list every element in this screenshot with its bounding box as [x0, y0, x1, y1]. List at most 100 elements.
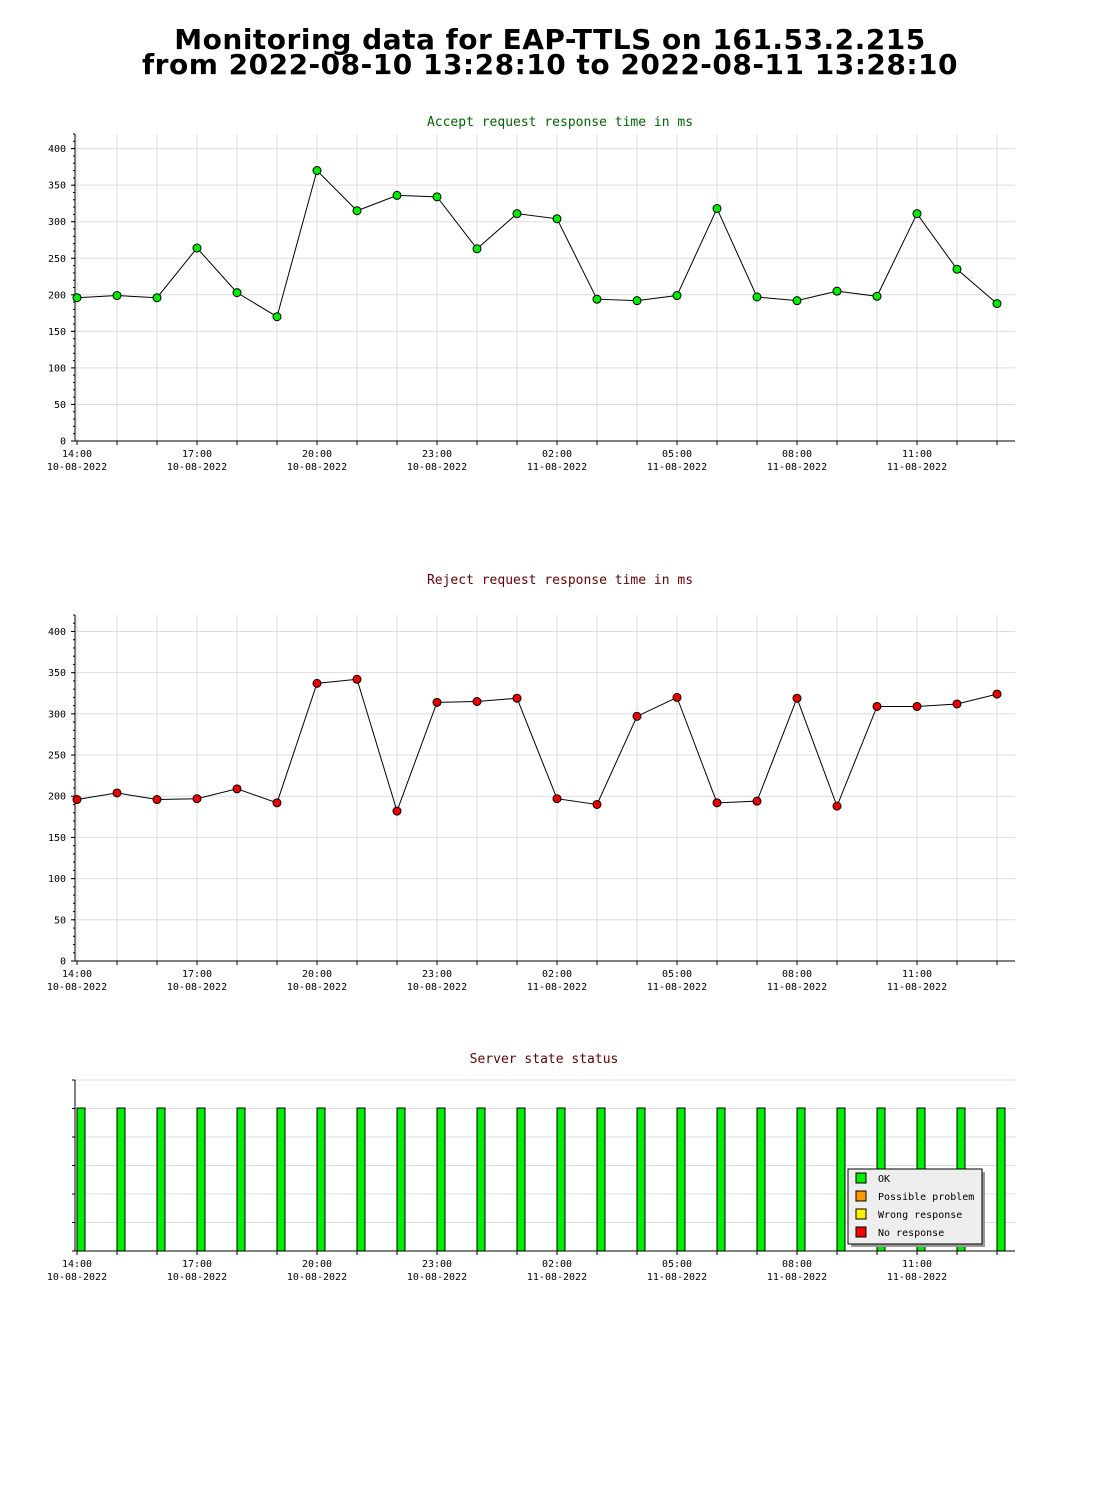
chart-1-data-point — [512, 209, 522, 219]
chart-2-data-point — [72, 795, 82, 805]
chart-2-y-tick-label: 100 — [48, 874, 66, 885]
chart-2-data-point — [712, 798, 722, 808]
chart-2-data-point — [152, 795, 162, 805]
chart-1-data-point — [992, 299, 1002, 309]
chart-3-status-bar — [836, 1107, 846, 1252]
chart-3-tick-time-label: 23:00 — [422, 1259, 452, 1270]
chart-1-tick-time-label: 11:00 — [902, 449, 932, 460]
chart-1-data-point — [392, 190, 402, 200]
chart-3-status-bar — [756, 1107, 766, 1252]
chart-1-data-point — [632, 296, 642, 306]
chart-2-y-tick-label: 200 — [48, 792, 66, 803]
chart-1-data-point — [352, 206, 362, 216]
chart-2-y-tick-label: 350 — [48, 668, 66, 679]
chart-2-y-tick-label: 400 — [48, 627, 66, 638]
chart-2-tick-time-label: 05:00 — [662, 969, 692, 980]
chart-3-legend-label: Wrong response — [878, 1210, 962, 1221]
chart-2-tick-time-label: 14:00 — [62, 969, 92, 980]
chart-1-tick-date-label: 10-08-2022 — [407, 462, 467, 473]
chart-2-data-point — [232, 784, 242, 794]
chart-3-status-bar — [476, 1107, 486, 1252]
chart-2-tick-date-label: 11-08-2022 — [887, 982, 947, 993]
chart-1-y-tick-label: 300 — [48, 217, 66, 228]
chart-2-data-point — [592, 799, 602, 809]
chart-1-y-tick-label: 350 — [48, 181, 66, 192]
chart-2-data-point — [432, 697, 442, 707]
chart-1-title: Accept request response time in ms — [427, 115, 693, 130]
chart-1-tick-time-label: 02:00 — [542, 449, 572, 460]
page-title-line-2: from 2022-08-10 13:28:10 to 2022-08-11 1… — [141, 48, 959, 81]
chart-1-y-tick-label: 400 — [48, 144, 66, 155]
chart-1-data-point — [72, 293, 82, 303]
chart-2-data-point — [632, 711, 642, 721]
chart-1-tick-time-label: 17:00 — [182, 449, 212, 460]
chart-3-status-bar — [196, 1107, 206, 1252]
chart-3-status-bar — [716, 1107, 726, 1252]
chart-1-data-point — [312, 166, 322, 176]
chart-2-y-tick-label: 150 — [48, 833, 66, 844]
chart-1-tick-date-label: 10-08-2022 — [47, 462, 107, 473]
chart-1-data-point — [872, 291, 882, 301]
chart-1-data-point — [912, 209, 922, 219]
chart-2-tick-date-label: 11-08-2022 — [647, 982, 707, 993]
chart-3-tick-time-label: 05:00 — [662, 1259, 692, 1270]
chart-2-data-point — [392, 806, 402, 816]
chart-3-tick-date-label: 10-08-2022 — [167, 1272, 227, 1283]
chart-3-status-bar — [316, 1107, 326, 1252]
chart-1-data-point — [792, 296, 802, 306]
chart-2-data-point — [512, 693, 522, 703]
chart-2-data-point — [832, 801, 842, 811]
chart-3-tick-date-label: 10-08-2022 — [407, 1272, 467, 1283]
chart-2-tick-time-label: 20:00 — [302, 969, 332, 980]
chart-2-data-point — [792, 693, 802, 703]
chart-1-data-point — [112, 291, 122, 301]
chart-2-y-tick-label: 300 — [48, 709, 66, 720]
chart-3-status-bar — [436, 1107, 446, 1252]
chart-2-tick-date-label: 10-08-2022 — [287, 982, 347, 993]
chart-1-data-point — [472, 244, 482, 254]
chart-1-data-point — [952, 264, 962, 274]
chart-3-legend-swatch — [855, 1190, 867, 1202]
chart-1-data-point — [712, 204, 722, 214]
chart-2-y-tick-label: 50 — [54, 915, 66, 926]
chart-1-tick-time-label: 05:00 — [662, 449, 692, 460]
chart-1-tick-time-label: 20:00 — [302, 449, 332, 460]
chart-2-tick-time-label: 23:00 — [422, 969, 452, 980]
chart-2-tick-time-label: 02:00 — [542, 969, 572, 980]
page-title-line-1: Monitoring data for EAP-TTLS on 161.53.2… — [174, 23, 926, 56]
chart-1-data-point — [192, 243, 202, 253]
chart-2-tick-time-label: 11:00 — [902, 969, 932, 980]
chart-3-tick-time-label: 11:00 — [902, 1259, 932, 1270]
chart-3-status-bar — [636, 1107, 646, 1252]
chart-3-tick-date-label: 11-08-2022 — [527, 1272, 587, 1283]
chart-1-tick-date-label: 11-08-2022 — [887, 462, 947, 473]
chart-3-tick-time-label: 08:00 — [782, 1259, 812, 1270]
chart-3-status-bar — [76, 1107, 86, 1252]
chart-3-status-bar — [356, 1107, 366, 1252]
chart-3-tick-date-label: 11-08-2022 — [647, 1272, 707, 1283]
chart-3-status-bar — [996, 1107, 1006, 1252]
chart-1-y-tick-label: 250 — [48, 254, 66, 265]
chart-1-tick-time-label: 08:00 — [782, 449, 812, 460]
chart-2-y-tick-label: 0 — [60, 957, 66, 968]
chart-3-legend-label: OK — [878, 1174, 890, 1185]
chart-3-tick-time-label: 14:00 — [62, 1259, 92, 1270]
chart-3-tick-time-label: 17:00 — [182, 1259, 212, 1270]
chart-3-legend-swatch — [855, 1226, 867, 1238]
chart-1-series-line — [76, 169, 998, 318]
chart-3-tick-date-label: 10-08-2022 — [47, 1272, 107, 1283]
chart-1-y-tick-label: 150 — [48, 327, 66, 338]
chart-1-data-point — [152, 293, 162, 303]
chart-2-series-line — [76, 678, 998, 813]
chart-2-data-point — [312, 678, 322, 688]
chart-3-status-bar — [156, 1107, 166, 1252]
chart-2-data-point — [472, 697, 482, 706]
chart-3-legend-swatch — [855, 1208, 867, 1220]
chart-1-data-point — [552, 214, 562, 224]
chart-2-title: Reject request response time in ms — [427, 573, 693, 588]
chart-3-status-bar — [396, 1107, 406, 1252]
chart-2-tick-date-label: 10-08-2022 — [167, 982, 227, 993]
chart-2-data-point — [992, 689, 1002, 699]
chart-1-data-point — [592, 294, 602, 304]
